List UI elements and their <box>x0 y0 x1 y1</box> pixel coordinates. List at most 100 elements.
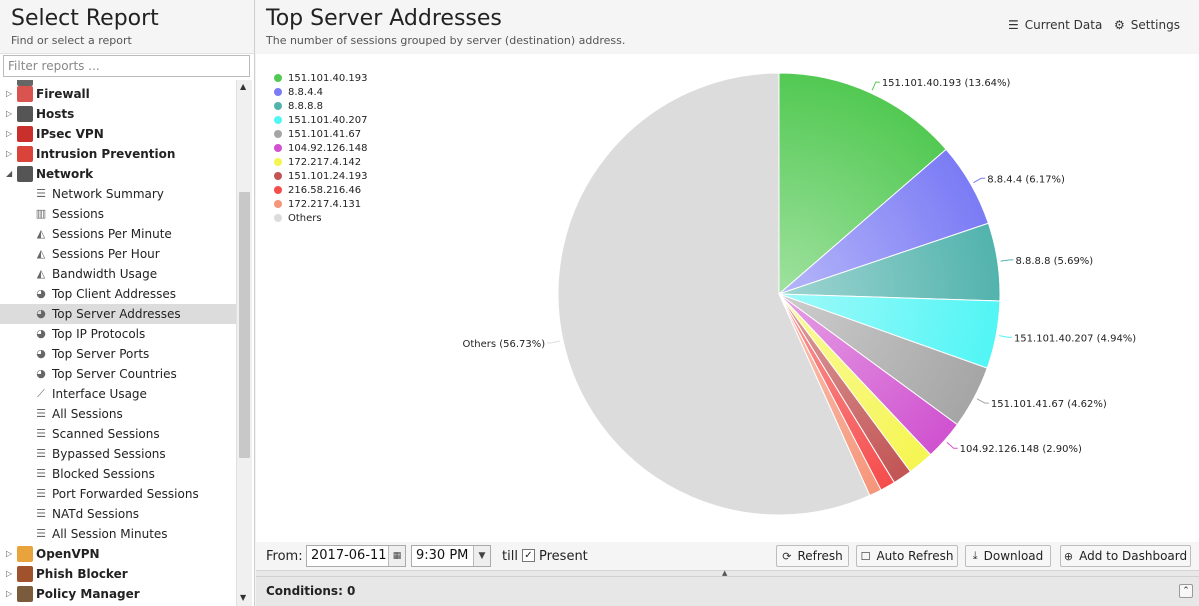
legend-item[interactable]: Others <box>274 211 322 225</box>
from-time-field[interactable]: 9:30 PM ▼ <box>411 545 491 567</box>
legend-item[interactable]: 216.58.216.46 <box>274 183 361 197</box>
tree-report-item[interactable]: ☰ Port Forwarded Sessions <box>0 484 236 504</box>
tree-report-item[interactable]: ◕ Top Client Addresses <box>0 284 236 304</box>
tree-report-item[interactable]: ◕ Top Server Ports <box>0 344 236 364</box>
refresh-button[interactable]: ⟳ Refresh <box>776 545 849 567</box>
from-date-field[interactable]: 2017-06-11 ▦ <box>306 545 406 567</box>
legend-item[interactable]: 172.217.4.131 <box>274 197 361 211</box>
legend-item[interactable]: 8.8.8.8 <box>274 99 323 113</box>
legend-item[interactable]: 8.8.4.4 <box>274 85 323 99</box>
collapse-up-icon[interactable]: ▲ <box>722 569 728 577</box>
pie-chart: 151.101.40.193 (13.64%) 8.8.4.4 (6.17%) 8.… <box>462 72 1136 516</box>
line-chart-icon: ⟋ <box>37 387 45 400</box>
legend-swatch <box>274 130 282 138</box>
tree-report-item[interactable]: ◕ Top Server Countries <box>0 364 236 384</box>
tree-report-item[interactable]: ◕ Top IP Protocols <box>0 324 236 344</box>
chevron-right-icon[interactable]: ▷ <box>6 89 13 98</box>
legend-item[interactable]: 151.101.41.67 <box>274 127 361 141</box>
tree-report-label: Interface Usage <box>52 387 147 401</box>
chevron-right-icon[interactable]: ▷ <box>6 109 13 118</box>
chevron-right-icon[interactable]: ▷ <box>6 129 13 138</box>
tree-category-intrusion-prevention[interactable]: ▷ Intrusion Prevention <box>0 144 236 164</box>
filter-reports-input[interactable] <box>3 55 250 77</box>
tree-category-openvpn[interactable]: ▷ OpenVPN <box>0 544 236 564</box>
tree-report-label: Top Server Addresses <box>52 307 181 321</box>
tree-category-phish-blocker[interactable]: ▷ Phish Blocker <box>0 564 236 584</box>
tree-report-item[interactable]: ☰ All Session Minutes <box>0 524 236 544</box>
add-to-dashboard-button[interactable]: ⊕ Add to Dashboard <box>1060 545 1191 567</box>
tree-report-label: NATd Sessions <box>52 507 140 521</box>
tree-report-item[interactable]: ☰ Bypassed Sessions <box>0 444 236 464</box>
pie-data-label: 8.8.4.4 (6.17%) <box>987 174 1065 185</box>
legend-label: 104.92.126.148 <box>288 142 368 154</box>
report-selector-title: Select Report <box>11 6 159 31</box>
hosts-icon <box>17 106 33 122</box>
legend-item[interactable]: 151.101.24.193 <box>274 169 368 183</box>
scrollbar-thumb[interactable] <box>239 192 250 458</box>
chevron-right-icon[interactable]: ▷ <box>6 549 13 558</box>
report-selector-header: Select Report Find or select a report <box>0 0 254 54</box>
tree-report-item[interactable]: ☰ Network Summary <box>0 184 236 204</box>
legend-label: 151.101.40.193 <box>288 72 368 84</box>
tree-report-item[interactable]: ◭ Sessions Per Minute <box>0 224 236 244</box>
chevron-right-icon[interactable]: ▷ <box>6 149 13 158</box>
current-data-button[interactable]: ☰ Current Data <box>1008 18 1102 32</box>
tree-category-label: OpenVPN <box>36 547 100 561</box>
download-button[interactable]: ⤓ Download <box>965 545 1051 567</box>
tree-report-item[interactable]: ◭ Sessions Per Hour <box>0 244 236 264</box>
tree-report-item[interactable]: ☰ NATd Sessions <box>0 504 236 524</box>
download-label: Download <box>983 549 1044 563</box>
auto-refresh-button[interactable]: ☐ Auto Refresh <box>856 545 958 567</box>
legend-item[interactable]: 151.101.40.193 <box>274 71 368 85</box>
report-tree-scrollbar[interactable]: ▲ ▼ <box>236 80 252 606</box>
chevron-right-icon[interactable]: ▷ <box>6 589 13 598</box>
legend-item[interactable]: 172.217.4.142 <box>274 155 361 169</box>
scroll-up-icon[interactable]: ▲ <box>240 82 247 91</box>
tree-category-policy-manager[interactable]: ▷ Policy Manager <box>0 584 236 604</box>
add-to-dashboard-label: Add to Dashboard <box>1079 549 1188 563</box>
calendar-icon[interactable]: ▦ <box>388 546 405 566</box>
chevron-right-icon[interactable]: ▷ <box>6 569 13 578</box>
checkbox-icon: ☐ <box>860 549 871 563</box>
chevron-down-icon[interactable]: ▼ <box>473 546 490 566</box>
legend-label: 216.58.216.46 <box>288 184 362 196</box>
pie-slice-others[interactable] <box>557 72 871 516</box>
openvpn-icon <box>17 546 33 562</box>
legend-item[interactable]: 104.92.126.148 <box>274 141 368 155</box>
tree-report-label: All Sessions <box>52 407 123 421</box>
legend-label: Others <box>288 212 322 224</box>
tree-category-hosts[interactable]: ▷ Hosts <box>0 104 236 124</box>
present-checkbox[interactable]: ✓ <box>522 549 535 562</box>
scroll-down-icon[interactable]: ▼ <box>240 593 247 602</box>
tree-report-item[interactable]: ☰ All Sessions <box>0 404 236 424</box>
conditions-splitter[interactable]: ▲ <box>256 569 1199 577</box>
gear-icon: ⚙ <box>1114 18 1125 32</box>
tree-report-item[interactable]: ☰ Scanned Sessions <box>0 424 236 444</box>
tree-report-item[interactable]: ◕ Top Server Addresses <box>0 304 236 324</box>
settings-button[interactable]: ⚙ Settings <box>1114 18 1180 32</box>
tree-report-item[interactable]: ◭ Bandwidth Usage <box>0 264 236 284</box>
tree-category-ipsec-vpn[interactable]: ▷ IPsec VPN <box>0 124 236 144</box>
list-icon: ☰ <box>36 527 46 540</box>
report-selector-subtitle: Find or select a report <box>11 34 132 47</box>
tree-report-item[interactable]: ⟋ Interface Usage <box>0 384 236 404</box>
download-icon: ⤓ <box>972 549 978 562</box>
area-chart-icon: ◭ <box>36 267 46 280</box>
chevron-down-icon[interactable]: ◢ <box>6 169 13 178</box>
legend-swatch <box>274 214 282 222</box>
tree-category-firewall[interactable]: ▷ Firewall <box>0 84 236 104</box>
legend-label: 151.101.41.67 <box>288 128 362 140</box>
tree-category-network[interactable]: ◢ Network <box>0 164 236 184</box>
pie-slice-151-101-40-193[interactable] <box>778 72 947 296</box>
from-time-value: 9:30 PM <box>416 548 469 563</box>
legend-label: 151.101.24.193 <box>288 170 368 182</box>
tree-report-item[interactable]: ☰ Blocked Sessions <box>0 464 236 484</box>
tree-report-item[interactable]: ▥ Sessions <box>0 204 236 224</box>
legend-item[interactable]: 151.101.40.207 <box>274 113 368 127</box>
legend-swatch <box>274 88 282 96</box>
network-icon <box>17 166 33 182</box>
auto-refresh-label: Auto Refresh <box>876 549 954 563</box>
tree-category-label: IPsec VPN <box>36 127 104 141</box>
expand-conditions-icon[interactable]: ⌃ <box>1179 584 1193 598</box>
